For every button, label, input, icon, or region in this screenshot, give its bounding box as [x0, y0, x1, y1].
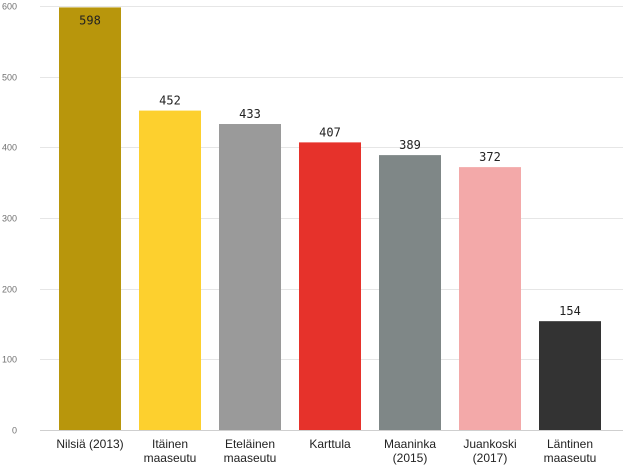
category-label: Itäinen — [152, 437, 188, 451]
bars — [59, 7, 601, 431]
category-label: (2015) — [393, 451, 428, 465]
y-axis-ticks: 0 100 200 300 400 500 600 — [2, 2, 17, 436]
bar[interactable] — [139, 110, 201, 430]
data-label: 598 — [79, 13, 101, 27]
data-labels: 598 452 433 407 389 372 154 — [79, 13, 581, 318]
data-label: 433 — [239, 107, 261, 121]
bar[interactable] — [299, 142, 361, 431]
category-label: maaseutu — [224, 451, 277, 465]
category-label: Eteläinen — [225, 437, 275, 451]
data-label: 389 — [399, 138, 421, 152]
category-label: Nilsiä (2013) — [56, 437, 123, 451]
data-label: 407 — [319, 125, 341, 139]
category-label: Karttula — [309, 437, 351, 451]
category-label: maaseutu — [144, 451, 197, 465]
data-label: 154 — [559, 304, 581, 318]
y-tick-label: 400 — [2, 143, 17, 153]
y-tick-label: 0 — [12, 426, 17, 436]
bar[interactable] — [379, 155, 441, 430]
y-tick-label: 100 — [2, 355, 17, 365]
category-label: maaseutu — [544, 451, 597, 465]
y-tick-label: 300 — [2, 214, 17, 224]
bar[interactable] — [219, 124, 281, 430]
category-label: Läntinen — [547, 437, 593, 451]
category-label: (2017) — [473, 451, 508, 465]
bar[interactable] — [459, 167, 521, 430]
data-label: 372 — [479, 150, 501, 164]
x-axis-categories: Nilsiä (2013) ItäinenmaaseutuEteläinenmaa… — [56, 437, 596, 465]
y-tick-label: 600 — [2, 2, 17, 12]
bar[interactable] — [59, 7, 121, 431]
bar[interactable] — [539, 321, 601, 430]
y-tick-label: 200 — [2, 285, 17, 295]
y-tick-label: 500 — [2, 73, 17, 83]
category-label: Juankoski — [463, 437, 516, 451]
category-label: Maaninka — [384, 437, 436, 451]
data-label: 452 — [159, 94, 181, 108]
